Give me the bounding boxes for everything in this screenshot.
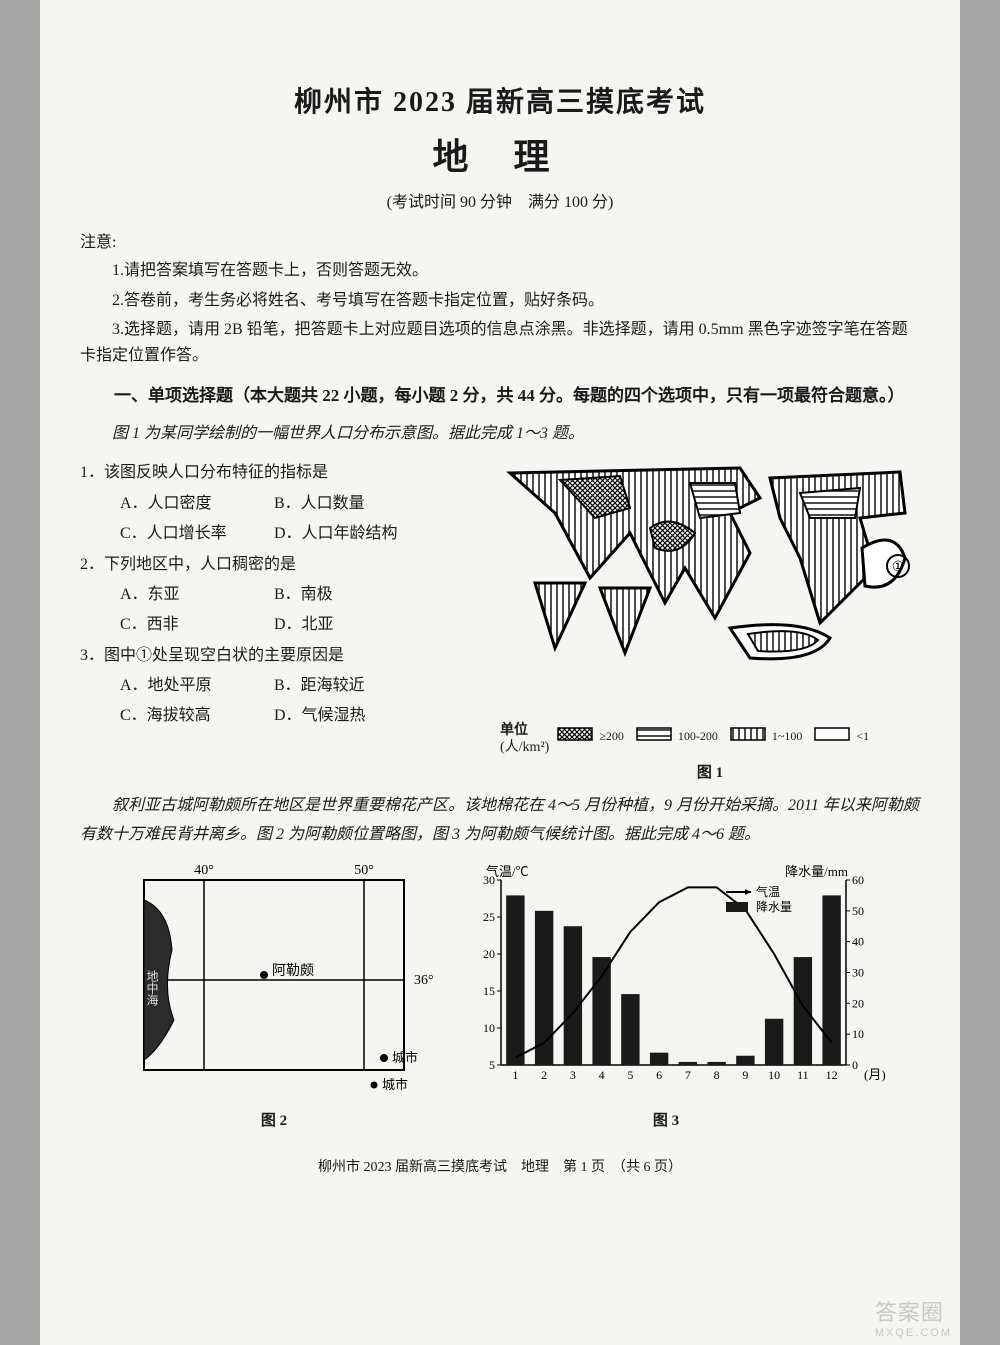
- svg-text:60: 60: [852, 873, 864, 887]
- svg-text:10: 10: [852, 1027, 864, 1041]
- svg-text:(月): (月): [864, 1067, 886, 1082]
- figure2-svg: 40°50°36°N地中海阿勒颇城市城市: [114, 860, 434, 1100]
- figure3-caption: 图 3: [446, 1109, 886, 1130]
- figure-3: 气温/℃降水量/mm510152025300102030405060123456…: [446, 860, 886, 1130]
- figure2-caption: 图 2: [114, 1109, 434, 1130]
- figure1-caption: 图 1: [500, 761, 920, 782]
- figure1-svg: ①: [500, 458, 920, 718]
- svg-text:6: 6: [656, 1068, 662, 1082]
- passage-2: 叙利亚古城阿勒颇所在地区是世界重要棉花产区。该地棉花在 4～5 月份种植，9 月…: [80, 792, 920, 850]
- fig1-unit-label: 单位: [500, 723, 549, 740]
- q2-optC: C．西非: [120, 610, 270, 640]
- fig1-unit-value: (人/km²): [500, 740, 549, 757]
- svg-text:12: 12: [826, 1068, 838, 1082]
- svg-text:地中海: 地中海: [145, 969, 159, 1005]
- q2-stem: 2．下列地区中，人口稠密的是: [80, 550, 488, 580]
- questions-1-3-area: 1．该图反映人口分布特征的指标是 A．人口密度 B．人口数量 C．人口增长率 D…: [80, 458, 920, 782]
- exam-meta: (考试时间 90 分钟 满分 100 分): [80, 188, 920, 212]
- svg-text:8: 8: [714, 1068, 720, 1082]
- svg-text:5: 5: [489, 1058, 495, 1072]
- q1-optC: C．人口增长率: [120, 519, 270, 549]
- q3-optD: D．气候湿热: [274, 701, 424, 731]
- fig1-legend: ≥200100-2001~100<1: [557, 727, 875, 745]
- svg-text:0: 0: [852, 1058, 858, 1072]
- svg-text:降水量: 降水量: [756, 900, 792, 914]
- svg-text:1: 1: [512, 1068, 518, 1082]
- figure3-svg: 气温/℃降水量/mm510152025300102030405060123456…: [446, 860, 886, 1100]
- svg-text:城市: 城市: [392, 1050, 418, 1065]
- q2-optB: B．南极: [274, 580, 424, 610]
- notice-label: 注意:: [80, 228, 920, 252]
- watermark-sub: MXQE.COM: [875, 1327, 952, 1339]
- q2-optD: D．北亚: [274, 610, 424, 640]
- exam-page: 柳州市 2023 届新高三摸底考试 地 理 (考试时间 90 分钟 满分 100…: [40, 0, 960, 1345]
- q3-optA: A．地处平原: [120, 671, 270, 701]
- svg-text:4: 4: [599, 1068, 605, 1082]
- svg-text:5: 5: [627, 1068, 633, 1082]
- svg-text:城市: 城市: [382, 1077, 408, 1092]
- svg-text:36°N: 36°N: [414, 973, 434, 988]
- svg-text:11: 11: [797, 1068, 809, 1082]
- instruction-1: 1.请把答案填写在答题卡上，否则答题无效。: [80, 258, 920, 284]
- svg-text:10: 10: [483, 1021, 495, 1035]
- annotation-1: ①: [892, 560, 905, 575]
- q3-optC: C．海拔较高: [120, 701, 270, 731]
- instruction-2: 2.答卷前，考生务必将姓名、考号填写在答题卡指定位置，贴好条码。: [80, 288, 920, 314]
- svg-text:30: 30: [483, 873, 495, 887]
- q1-stem: 1．该图反映人口分布特征的指标是: [80, 458, 488, 488]
- svg-text:9: 9: [742, 1068, 748, 1082]
- svg-text:20: 20: [483, 947, 495, 961]
- q3-stem: 3．图中①处呈现空白状的主要原因是: [80, 641, 488, 671]
- svg-text:25: 25: [483, 910, 495, 924]
- instructions: 1.请把答案填写在答题卡上，否则答题无效。 2.答卷前，考生务必将姓名、考号填写…: [80, 258, 920, 368]
- svg-text:50°: 50°: [354, 863, 374, 878]
- figure-1: ① 单位 (人/km²) ≥200100-2001~100<1 图 1: [500, 458, 920, 782]
- instruction-3: 3.选择题，请用 2B 铅笔，把答题卡上对应题目选项的信息点涂黑。非选择题，请用…: [80, 317, 920, 368]
- svg-text:40: 40: [852, 934, 864, 948]
- svg-text:10: 10: [768, 1068, 780, 1082]
- questions-1-3-text: 1．该图反映人口分布特征的指标是 A．人口密度 B．人口数量 C．人口增长率 D…: [80, 458, 488, 782]
- section1-heading: 一、单项选择题（本大题共 22 小题，每小题 2 分，共 44 分。每题的四个选…: [80, 382, 920, 409]
- subject-title: 地 理: [80, 128, 920, 180]
- figures-2-3-row: 40°50°36°N地中海阿勒颇城市城市 图 2 气温/℃降水量/mm51015…: [80, 860, 920, 1130]
- svg-text:7: 7: [685, 1068, 691, 1082]
- q1-optB: B．人口数量: [274, 489, 424, 519]
- svg-text:30: 30: [852, 965, 864, 979]
- page-footer: 柳州市 2023 届新高三摸底考试 地理 第 1 页 （共 6 页）: [80, 1156, 920, 1176]
- main-title: 柳州市 2023 届新高三摸底考试: [80, 80, 920, 120]
- svg-text:50: 50: [852, 903, 864, 917]
- svg-text:气温: 气温: [756, 884, 780, 899]
- svg-text:40°: 40°: [194, 863, 214, 878]
- q1-optA: A．人口密度: [120, 489, 270, 519]
- q1-optD: D．人口年龄结构: [274, 519, 424, 549]
- q2-optA: A．东亚: [120, 580, 270, 610]
- svg-text:降水量/mm: 降水量/mm: [785, 864, 848, 879]
- svg-text:2: 2: [541, 1068, 547, 1082]
- watermark: 答案圈 MXQE.COM: [875, 1295, 952, 1339]
- svg-text:20: 20: [852, 996, 864, 1010]
- svg-text:阿勒颇: 阿勒颇: [272, 962, 314, 979]
- svg-text:15: 15: [483, 984, 495, 998]
- passage-1: 图 1 为某同学绘制的一幅世界人口分布示意图。据此完成 1～3 题。: [80, 420, 920, 449]
- svg-text:3: 3: [570, 1068, 576, 1082]
- watermark-main: 答案圈: [875, 1300, 944, 1325]
- figure-2: 40°50°36°N地中海阿勒颇城市城市 图 2: [114, 860, 434, 1130]
- q3-optB: B．距海较近: [274, 671, 424, 701]
